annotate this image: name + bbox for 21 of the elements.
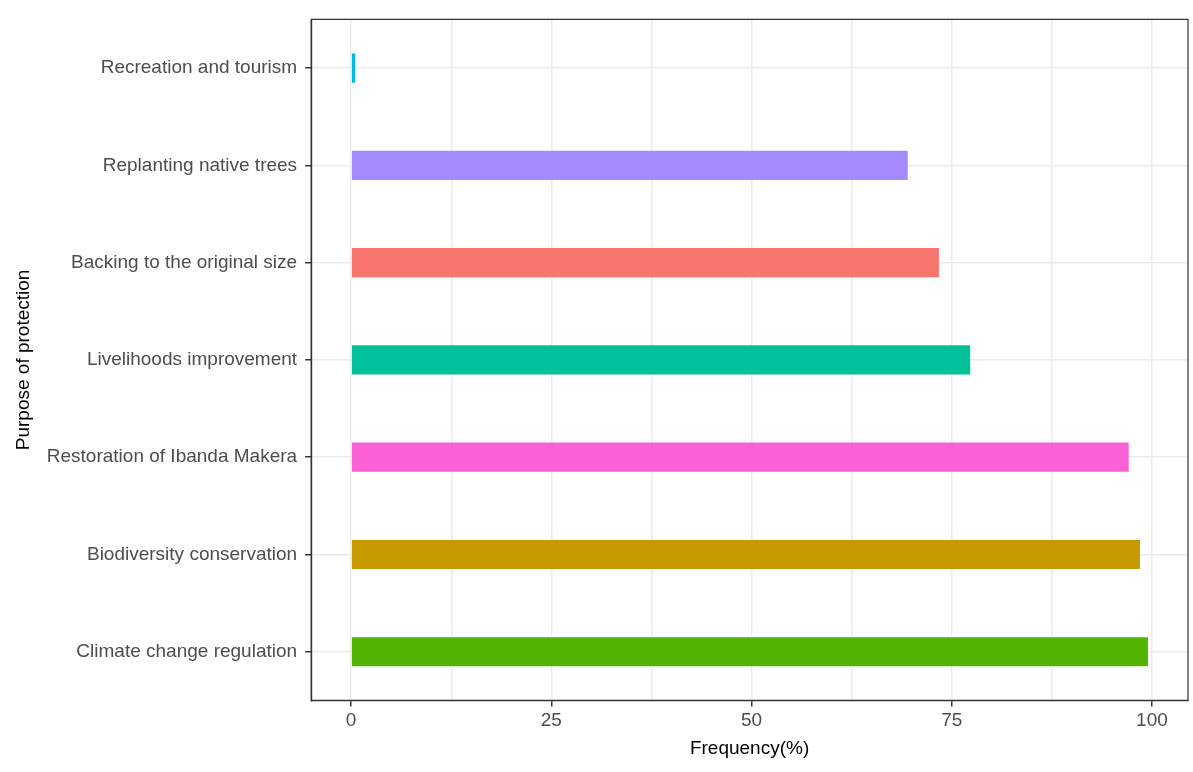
y-tick-label: Biodiversity conservation [86,542,298,564]
x-tick-label: 50 [740,709,763,731]
x-tick-label: 0 [345,709,357,731]
bar [351,53,356,83]
bar [351,637,1148,667]
y-axis-title: Purpose of protection [11,269,33,451]
bar [351,539,1140,570]
y-tick-label: Climate change regulation [76,639,298,661]
y-tick-label: Recreation and tourism [100,56,298,78]
y-tick-label: Backing to the original size [71,250,298,272]
y-tick-label: Replanting native trees [102,153,298,175]
bar [351,345,971,375]
x-tick-label: 100 [1136,709,1168,731]
y-tick-label: Restoration of Ibanda Makera [46,445,298,467]
bar [351,248,939,278]
y-tick-label: Livelihoods improvement [86,348,298,370]
x-axis-title: Frequency(%) [689,736,810,758]
bar [351,150,908,180]
x-tick-label: 25 [540,709,562,731]
bar [351,442,1129,472]
x-tick-label: 75 [941,709,963,731]
